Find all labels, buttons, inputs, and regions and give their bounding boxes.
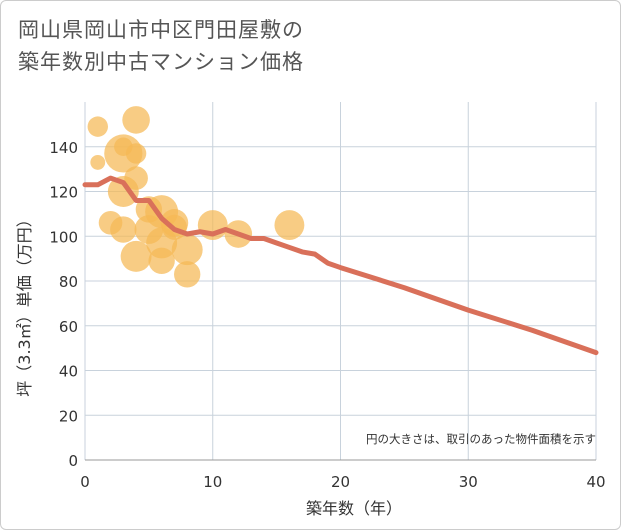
x-tick-label: 20: [331, 473, 350, 491]
x-axis-label: 築年数（年）: [306, 499, 402, 518]
chart-title-line1: 岡山県岡山市中区門田屋敷の: [18, 18, 304, 42]
y-tick-label: 140: [49, 139, 78, 157]
bubble-point: [87, 116, 108, 137]
bubble-point: [148, 247, 175, 275]
y-tick-label: 100: [49, 228, 78, 246]
y-tick-label: 120: [49, 184, 78, 202]
y-tick-label: 40: [59, 363, 78, 381]
bubble-point: [120, 240, 152, 272]
y-axis-ticks: 0 20 40 60 80 100 120 140: [49, 139, 78, 470]
bubble-point: [122, 106, 150, 134]
grid-lines: [84, 102, 597, 461]
bubble-point: [110, 216, 137, 243]
bubble-point: [174, 261, 201, 288]
x-tick-label: 10: [203, 473, 222, 491]
bubble-point: [274, 210, 305, 241]
chart-title-line2: 築年数別中古マンション価格: [18, 50, 304, 74]
y-tick-label: 60: [59, 318, 78, 336]
average-line-series: [82, 175, 599, 356]
x-tick-label: 40: [586, 473, 605, 491]
x-tick-label: 30: [459, 473, 478, 491]
chart-title: 岡山県岡山市中区門田屋敷の 築年数別中古マンション価格: [18, 14, 598, 78]
bubble-point: [124, 166, 148, 190]
x-axis-ticks: 0 10 20 30 40: [80, 473, 605, 491]
average-price-line: [82, 175, 599, 356]
y-tick-label: 20: [59, 407, 78, 425]
bubble-point: [125, 143, 147, 164]
y-axis-label: 坪（3.3㎡）単価（万円）: [15, 211, 34, 396]
bubble-size-note: 円の大きさは、取引のあった物件面積を示す: [366, 432, 596, 446]
transaction-bubbles: [87, 106, 305, 288]
x-tick-label: 0: [80, 473, 90, 491]
y-tick-label: 0: [68, 452, 78, 470]
bubble-point: [90, 155, 106, 170]
y-tick-label: 80: [59, 273, 78, 291]
bubble-point: [171, 234, 203, 266]
